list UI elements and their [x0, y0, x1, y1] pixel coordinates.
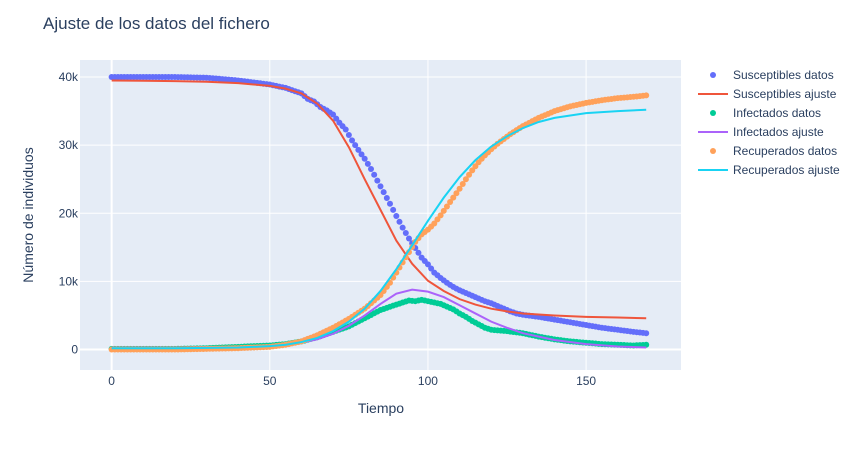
data-point — [390, 206, 397, 213]
traces — [108, 74, 650, 353]
data-point — [364, 160, 371, 167]
legend-label: Susceptibles datos — [733, 68, 834, 82]
data-point — [383, 194, 390, 201]
y-tick-labels: 0 10k 20k 30k 40k — [59, 70, 79, 357]
series-line — [111, 79, 647, 320]
data-point — [396, 218, 403, 225]
data-point — [355, 146, 362, 153]
data-point — [399, 224, 406, 231]
legend-label: Recuperados ajuste — [733, 163, 840, 177]
data-point — [434, 216, 441, 223]
y-tick-label: 0 — [71, 343, 78, 357]
legend-label: Infectados ajuste — [733, 125, 824, 139]
x-tick-label: 100 — [418, 374, 438, 388]
x-tick-label: 0 — [108, 374, 115, 388]
chart-title: Ajuste de los datos del fichero — [43, 14, 270, 33]
legend: Susceptibles datos Susceptibles ajuste Inf… — [698, 68, 840, 177]
data-point — [447, 199, 454, 206]
data-point — [472, 163, 479, 170]
y-tick-label: 20k — [59, 206, 79, 220]
y-tick-label: 30k — [59, 138, 79, 152]
data-point — [361, 155, 368, 162]
x-tick-label: 150 — [576, 374, 596, 388]
data-point — [431, 220, 438, 227]
data-point — [440, 207, 447, 214]
legend-label: Recuperados datos — [733, 144, 837, 158]
data-point — [386, 200, 393, 207]
data-point — [643, 341, 650, 348]
x-tick-labels: 0 50 100 150 — [108, 374, 596, 388]
legend-item[interactable]: Infectados datos — [710, 106, 821, 120]
data-point — [462, 176, 469, 183]
y-tick-label: 10k — [59, 274, 79, 288]
data-point — [371, 171, 378, 178]
series-line — [111, 108, 647, 350]
data-point — [377, 183, 384, 190]
legend-item[interactable]: Susceptibles ajuste — [698, 87, 837, 101]
x-tick-label: 50 — [263, 374, 277, 388]
legend-item[interactable]: Susceptibles datos — [710, 68, 834, 82]
legend-marker-swatch — [710, 148, 716, 154]
y-tick-label: 40k — [59, 70, 79, 84]
plot-background — [80, 60, 681, 370]
data-point — [374, 177, 381, 184]
data-point — [459, 181, 466, 187]
data-point — [428, 265, 435, 272]
data-point — [393, 213, 400, 220]
data-point — [466, 171, 473, 178]
legend-item[interactable]: Recuperados ajuste — [698, 163, 840, 177]
data-point — [342, 126, 349, 133]
data-point — [368, 166, 375, 173]
data-point — [380, 189, 387, 196]
data-point — [349, 137, 356, 144]
data-point — [333, 115, 340, 122]
data-point — [443, 203, 450, 210]
data-point — [469, 167, 476, 174]
data-point — [405, 235, 412, 242]
x-axis-title: Tiempo — [358, 400, 404, 416]
data-point — [450, 194, 457, 201]
legend-item[interactable]: Infectados ajuste — [698, 125, 824, 139]
legend-item[interactable]: Recuperados datos — [710, 144, 837, 158]
data-point — [415, 249, 422, 256]
data-point — [643, 330, 650, 337]
data-point — [437, 212, 444, 219]
data-point — [456, 185, 463, 192]
data-point — [330, 111, 337, 118]
legend-marker-swatch — [710, 110, 716, 116]
legend-label: Susceptibles ajuste — [733, 87, 837, 101]
legend-label: Infectados datos — [733, 106, 821, 120]
y-axis-title: Número de individuos — [20, 147, 36, 282]
data-point — [345, 131, 352, 138]
data-point — [352, 142, 359, 149]
data-point — [643, 92, 650, 99]
data-point — [453, 190, 460, 197]
legend-marker-swatch — [710, 72, 716, 78]
series-6 — [111, 108, 647, 350]
data-point — [424, 261, 431, 268]
series-2 — [111, 79, 647, 320]
data-point — [402, 230, 409, 237]
data-point — [358, 151, 365, 158]
